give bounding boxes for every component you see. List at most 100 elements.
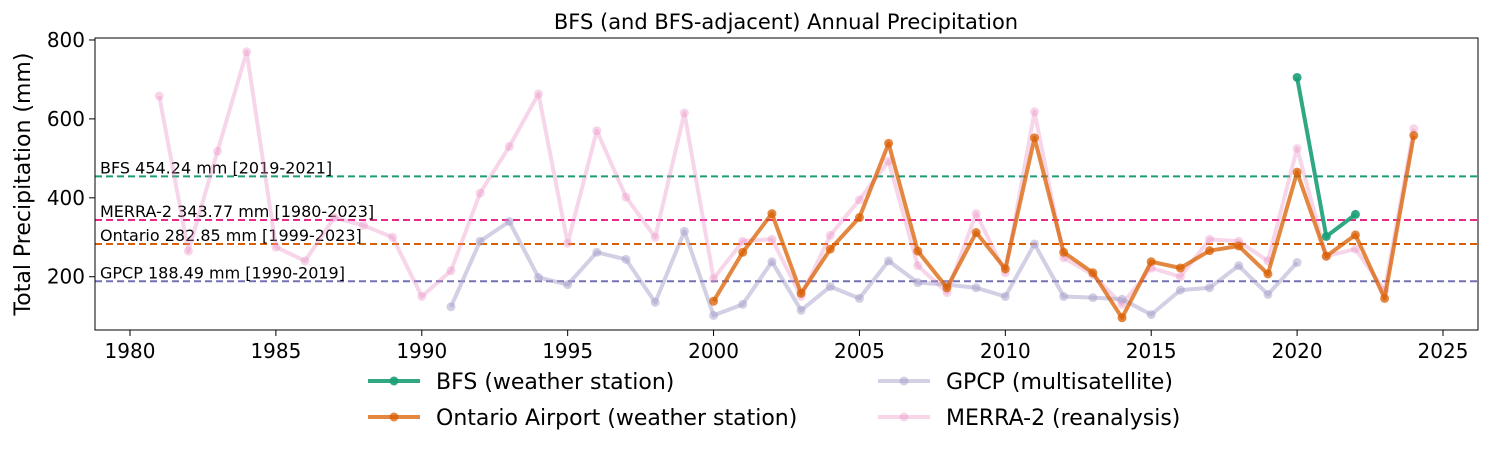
- data-point: [709, 310, 719, 320]
- data-point: [1205, 234, 1215, 244]
- data-point: [1292, 72, 1302, 82]
- data-point: [621, 192, 631, 202]
- legend-label: GPCP (multisatellite): [946, 370, 1173, 395]
- data-point: [183, 246, 193, 256]
- data-point: [1030, 107, 1040, 117]
- data-point: [767, 257, 777, 267]
- data-point: [1059, 247, 1069, 257]
- plot-area: BFS 454.24 mm [2019-2021] MERRA-2 343.77 …: [95, 47, 1478, 323]
- data-point: [767, 234, 777, 244]
- data-point: [592, 247, 602, 257]
- data-point: [913, 261, 923, 271]
- data-point: [1263, 289, 1273, 299]
- data-point: [738, 299, 748, 309]
- data-point: [1350, 244, 1360, 254]
- data-point: [1321, 231, 1331, 241]
- data-point: [1263, 269, 1273, 279]
- x-tick-label: 2020: [1272, 339, 1323, 363]
- reference-label: BFS 454.24 mm [2019-2021]: [100, 158, 332, 177]
- data-point: [854, 293, 864, 303]
- data-point: [1000, 291, 1010, 301]
- data-point: [854, 213, 864, 223]
- data-point: [1205, 246, 1215, 256]
- y-tick-label: 800: [47, 28, 85, 52]
- plot-frame: [94, 37, 1479, 331]
- data-point: [300, 256, 310, 266]
- legend-swatch-marker: [899, 376, 909, 386]
- data-point: [884, 138, 894, 148]
- data-point: [825, 244, 835, 254]
- x-tick-label: 2010: [980, 339, 1031, 363]
- x-tick-label: 1985: [250, 339, 301, 363]
- data-point: [475, 236, 485, 246]
- y-tick-label: 600: [47, 107, 85, 131]
- y-tick-label: 400: [47, 186, 85, 210]
- reference-label: GPCP 188.49 mm [1990-2019]: [100, 263, 345, 282]
- legend-label: Ontario Airport (weather station): [436, 406, 797, 431]
- legend-label: BFS (weather station): [436, 370, 674, 395]
- data-point: [884, 256, 894, 266]
- axes: 1980 1985 1990 1995 2000 2005 2010 2015 2020 2025…: [47, 28, 1469, 363]
- data-point: [621, 254, 631, 264]
- data-point: [1292, 143, 1302, 153]
- x-tick-label: 1995: [542, 339, 593, 363]
- data-point: [446, 302, 456, 312]
- data-point: [825, 230, 835, 240]
- x-tick-label: 2005: [834, 339, 885, 363]
- data-point: [650, 232, 660, 242]
- series-line: [157, 49, 1416, 307]
- series-line: [449, 219, 1299, 318]
- data-point: [650, 297, 660, 307]
- data-point: [1350, 230, 1360, 240]
- data-point: [1059, 291, 1069, 301]
- data-point: [563, 238, 573, 248]
- data-point: [1292, 258, 1302, 268]
- data-point: [971, 209, 981, 219]
- data-point: [1409, 130, 1419, 140]
- data-point: [971, 283, 981, 293]
- data-point: [942, 283, 952, 293]
- data-point: [913, 246, 923, 256]
- data-point: [475, 188, 485, 198]
- data-point: [446, 266, 456, 276]
- data-point: [825, 282, 835, 292]
- legend-label: MERRA-2 (reanalysis): [946, 406, 1180, 431]
- y-axis-label: Total Precipitation (mm): [11, 53, 36, 317]
- data-point: [738, 247, 748, 257]
- data-point: [592, 126, 602, 136]
- data-point: [1292, 167, 1302, 177]
- data-point: [242, 47, 252, 57]
- x-tick-label: 1980: [105, 339, 156, 363]
- x-tick-label: 2015: [1126, 339, 1177, 363]
- data-point: [271, 242, 281, 252]
- data-point: [1000, 264, 1010, 274]
- data-point: [388, 232, 398, 242]
- data-point: [971, 228, 981, 238]
- data-point: [738, 236, 748, 246]
- data-point: [358, 220, 368, 230]
- data-point: [504, 142, 514, 152]
- data-point: [1205, 283, 1215, 293]
- legend-swatch-marker: [899, 412, 909, 422]
- data-point: [709, 274, 719, 284]
- legend: BFS (weather station) GPCP (multisatellit…: [368, 370, 1180, 431]
- data-point: [533, 89, 543, 99]
- data-point: [767, 209, 777, 219]
- data-point: [1030, 133, 1040, 143]
- data-point: [1117, 313, 1127, 323]
- data-point: [1380, 293, 1390, 303]
- data-point: [213, 146, 223, 156]
- data-point: [1321, 251, 1331, 261]
- data-point: [563, 280, 573, 290]
- data-point: [854, 195, 864, 205]
- data-point: [1088, 293, 1098, 303]
- legend-swatch-marker: [389, 376, 399, 386]
- data-point: [1175, 263, 1185, 273]
- series-line: [711, 135, 1416, 320]
- data-point: [1175, 272, 1185, 282]
- x-tick-label: 2025: [1418, 339, 1469, 363]
- data-point: [1146, 310, 1156, 320]
- data-point: [1234, 261, 1244, 271]
- data-point: [796, 305, 806, 315]
- legend-swatch-marker: [389, 412, 399, 422]
